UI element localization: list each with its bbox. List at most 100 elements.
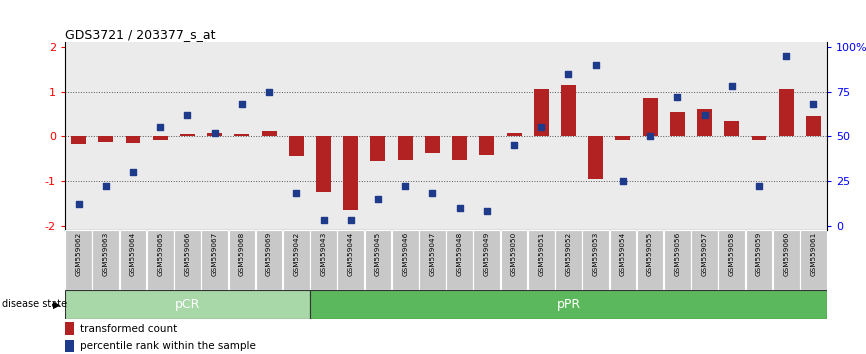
Text: GSM559058: GSM559058 [729, 232, 734, 276]
Point [262, 89, 276, 95]
Point [507, 142, 521, 148]
Bar [65, 290, 310, 319]
Text: GSM559053: GSM559053 [592, 232, 598, 276]
Bar [310, 290, 827, 319]
Point [72, 201, 86, 207]
Bar [235, 134, 249, 136]
Bar [691, 230, 718, 290]
Bar [98, 136, 113, 142]
Bar [582, 42, 610, 230]
Bar [371, 136, 385, 161]
Bar [691, 42, 718, 230]
Bar [282, 42, 310, 230]
Bar [746, 230, 772, 290]
Text: GSM559061: GSM559061 [811, 232, 817, 276]
Point [480, 209, 494, 214]
Bar [643, 98, 657, 136]
Text: GSM559042: GSM559042 [294, 232, 300, 276]
Bar [147, 230, 173, 290]
Text: percentile rank within the sample: percentile rank within the sample [81, 341, 256, 351]
Bar [65, 230, 92, 290]
Bar [92, 42, 120, 230]
Text: GSM559060: GSM559060 [783, 232, 789, 276]
Text: GSM559068: GSM559068 [239, 232, 245, 276]
Bar [473, 42, 501, 230]
Bar [752, 136, 766, 140]
Bar [610, 230, 637, 290]
Point [344, 217, 358, 223]
Text: GDS3721 / 203377_s_at: GDS3721 / 203377_s_at [65, 28, 216, 41]
Bar [501, 42, 527, 230]
Bar [637, 42, 663, 230]
Bar [501, 230, 527, 290]
Bar [120, 230, 146, 290]
Text: GSM559050: GSM559050 [511, 232, 517, 276]
Point [425, 191, 439, 196]
Point [453, 205, 467, 211]
Bar [697, 109, 712, 136]
Text: GSM559059: GSM559059 [756, 232, 762, 276]
Bar [507, 133, 521, 136]
Bar [201, 230, 228, 290]
Point [371, 196, 385, 202]
Text: pCR: pCR [175, 298, 200, 311]
Bar [93, 230, 120, 290]
Bar [772, 230, 799, 290]
Bar [561, 85, 576, 136]
Bar [806, 116, 821, 136]
Text: GSM559067: GSM559067 [211, 232, 217, 276]
Bar [527, 42, 555, 230]
Bar [419, 42, 446, 230]
Bar [664, 230, 691, 290]
Point [779, 53, 793, 59]
Point [561, 71, 575, 76]
Bar [800, 230, 827, 290]
Point [698, 112, 712, 118]
Text: GSM559056: GSM559056 [675, 232, 681, 276]
Bar [555, 230, 582, 290]
Bar [316, 136, 331, 192]
Bar [338, 230, 364, 290]
Text: transformed count: transformed count [81, 324, 178, 333]
Bar [201, 42, 229, 230]
Bar [588, 136, 603, 179]
Bar [397, 136, 412, 160]
Text: GSM559055: GSM559055 [647, 232, 653, 276]
Bar [669, 112, 685, 136]
Bar [425, 136, 440, 153]
Bar [65, 322, 74, 335]
Bar [746, 42, 772, 230]
Bar [528, 230, 554, 290]
Point [235, 101, 249, 107]
Bar [616, 136, 630, 140]
Bar [446, 230, 473, 290]
Bar [126, 136, 140, 143]
Point [180, 112, 194, 118]
Bar [452, 136, 467, 160]
Bar [229, 230, 255, 290]
Text: GSM559048: GSM559048 [456, 232, 462, 276]
Bar [533, 89, 549, 136]
Bar [283, 230, 310, 290]
Text: GSM559043: GSM559043 [320, 232, 326, 276]
Bar [724, 121, 740, 136]
Bar [71, 136, 86, 144]
Bar [343, 136, 359, 210]
Bar [180, 134, 195, 136]
Point [534, 125, 548, 130]
Point [643, 133, 657, 139]
Point [99, 183, 113, 189]
Bar [174, 230, 201, 290]
Bar [288, 136, 304, 156]
Bar [718, 42, 746, 230]
Text: disease state: disease state [2, 299, 67, 309]
Bar [391, 42, 419, 230]
Bar [800, 42, 827, 230]
Point [616, 178, 630, 184]
Point [725, 84, 739, 89]
Bar [555, 42, 582, 230]
Text: ▶: ▶ [53, 299, 61, 309]
Bar [174, 42, 201, 230]
Bar [310, 230, 337, 290]
Text: GSM559051: GSM559051 [539, 232, 544, 276]
